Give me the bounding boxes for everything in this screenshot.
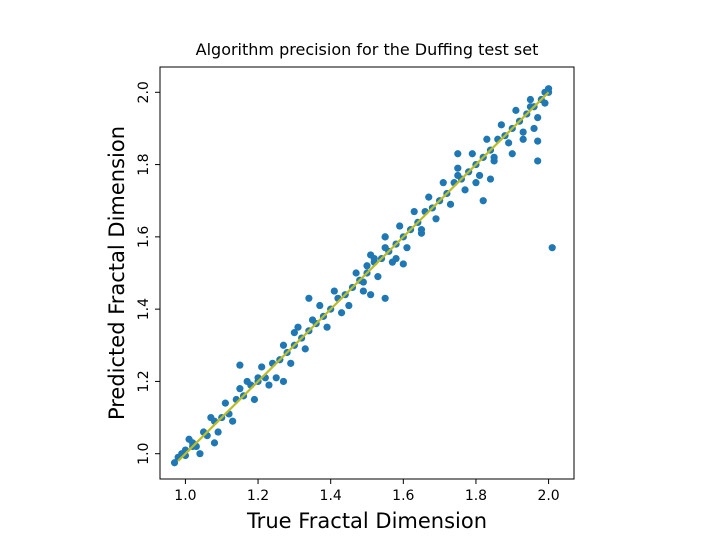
data-point xyxy=(534,137,542,145)
y-tick-label: 1.0 xyxy=(136,443,152,465)
data-point xyxy=(214,428,222,436)
data-point xyxy=(250,395,259,404)
data-point xyxy=(330,287,338,295)
data-point xyxy=(210,439,219,447)
data-point xyxy=(279,377,288,386)
data-point xyxy=(512,106,520,114)
y-tick-label: 1.2 xyxy=(136,370,152,392)
data-point xyxy=(479,197,487,205)
data-point xyxy=(185,435,193,443)
data-point xyxy=(446,200,455,208)
data-point xyxy=(381,233,389,241)
x-axis-label: True Fractal Dimension xyxy=(246,509,487,533)
y-tick-label: 1.8 xyxy=(136,153,152,175)
data-point xyxy=(243,377,251,386)
data-point xyxy=(399,260,407,268)
data-point xyxy=(534,157,542,165)
data-point xyxy=(396,222,404,230)
data-point xyxy=(425,193,433,201)
x-tick-label: 2.0 xyxy=(537,488,559,504)
data-point xyxy=(301,345,309,353)
data-point xyxy=(475,171,484,180)
data-point xyxy=(541,99,549,107)
data-point xyxy=(432,215,440,223)
data-point xyxy=(483,135,491,143)
plot-frame xyxy=(159,66,575,480)
y-axis-ticks: 1.0 1.2 1.4 1.6 1.8 2.0 xyxy=(136,81,160,465)
data-point xyxy=(308,316,317,324)
data-point xyxy=(294,323,302,331)
data-point xyxy=(258,363,266,371)
reference-line xyxy=(177,91,550,462)
data-point xyxy=(359,287,367,295)
data-point xyxy=(508,150,516,158)
y-axis-label: Predicted Fractal Dimension xyxy=(105,126,129,420)
data-point xyxy=(472,179,480,187)
y-tick-label: 1.4 xyxy=(136,298,152,320)
data-point xyxy=(530,124,538,133)
data-point xyxy=(236,385,244,393)
data-point xyxy=(316,301,324,310)
x-tick-label: 1.0 xyxy=(174,488,196,504)
data-point xyxy=(181,451,190,460)
data-point xyxy=(468,150,476,158)
data-point xyxy=(359,278,367,286)
data-point xyxy=(221,399,229,407)
data-point xyxy=(279,341,288,349)
x-tick-label: 1.2 xyxy=(247,488,269,504)
data-point xyxy=(454,150,462,158)
data-point xyxy=(519,135,527,143)
data-point xyxy=(370,254,378,263)
data-point xyxy=(486,175,495,183)
data-point xyxy=(392,254,400,263)
data-point xyxy=(454,164,462,172)
data-point xyxy=(337,309,346,317)
data-point xyxy=(196,450,204,458)
data-point xyxy=(410,207,418,216)
y-tick-label: 1.6 xyxy=(136,226,152,248)
data-point xyxy=(534,114,542,122)
x-tick-label: 1.4 xyxy=(320,488,342,504)
x-tick-label: 1.8 xyxy=(465,488,487,504)
y-tick-label: 2.0 xyxy=(136,81,152,103)
data-point xyxy=(374,273,382,281)
data-point xyxy=(461,186,469,194)
data-point xyxy=(207,413,215,422)
data-point xyxy=(236,361,244,369)
data-point xyxy=(454,171,462,180)
data-point xyxy=(345,301,353,310)
data-point xyxy=(497,121,505,129)
reference-line-layer xyxy=(177,91,550,462)
data-point xyxy=(381,244,389,252)
data-point xyxy=(229,417,237,425)
chart-title: Algorithm precision for the Duffing test… xyxy=(196,40,539,59)
data-point xyxy=(439,179,447,187)
data-point xyxy=(170,459,179,467)
data-point xyxy=(265,381,273,389)
data-point xyxy=(403,244,411,252)
data-point xyxy=(490,153,498,161)
x-tick-label: 1.6 xyxy=(392,488,414,504)
data-point xyxy=(352,269,360,277)
data-point xyxy=(526,95,535,104)
data-point xyxy=(548,244,556,252)
data-point xyxy=(505,139,513,147)
scatter-points xyxy=(170,85,556,467)
data-point xyxy=(381,294,389,302)
data-point xyxy=(363,262,371,270)
data-point xyxy=(323,323,331,331)
data-point xyxy=(305,294,313,302)
data-point xyxy=(287,359,295,367)
data-point xyxy=(367,291,375,299)
data-point xyxy=(290,329,298,337)
data-point xyxy=(272,374,280,382)
data-point xyxy=(519,128,527,136)
data-point xyxy=(417,226,426,234)
x-axis-ticks: 1.0 1.2 1.4 1.6 1.8 2.0 xyxy=(174,479,560,504)
